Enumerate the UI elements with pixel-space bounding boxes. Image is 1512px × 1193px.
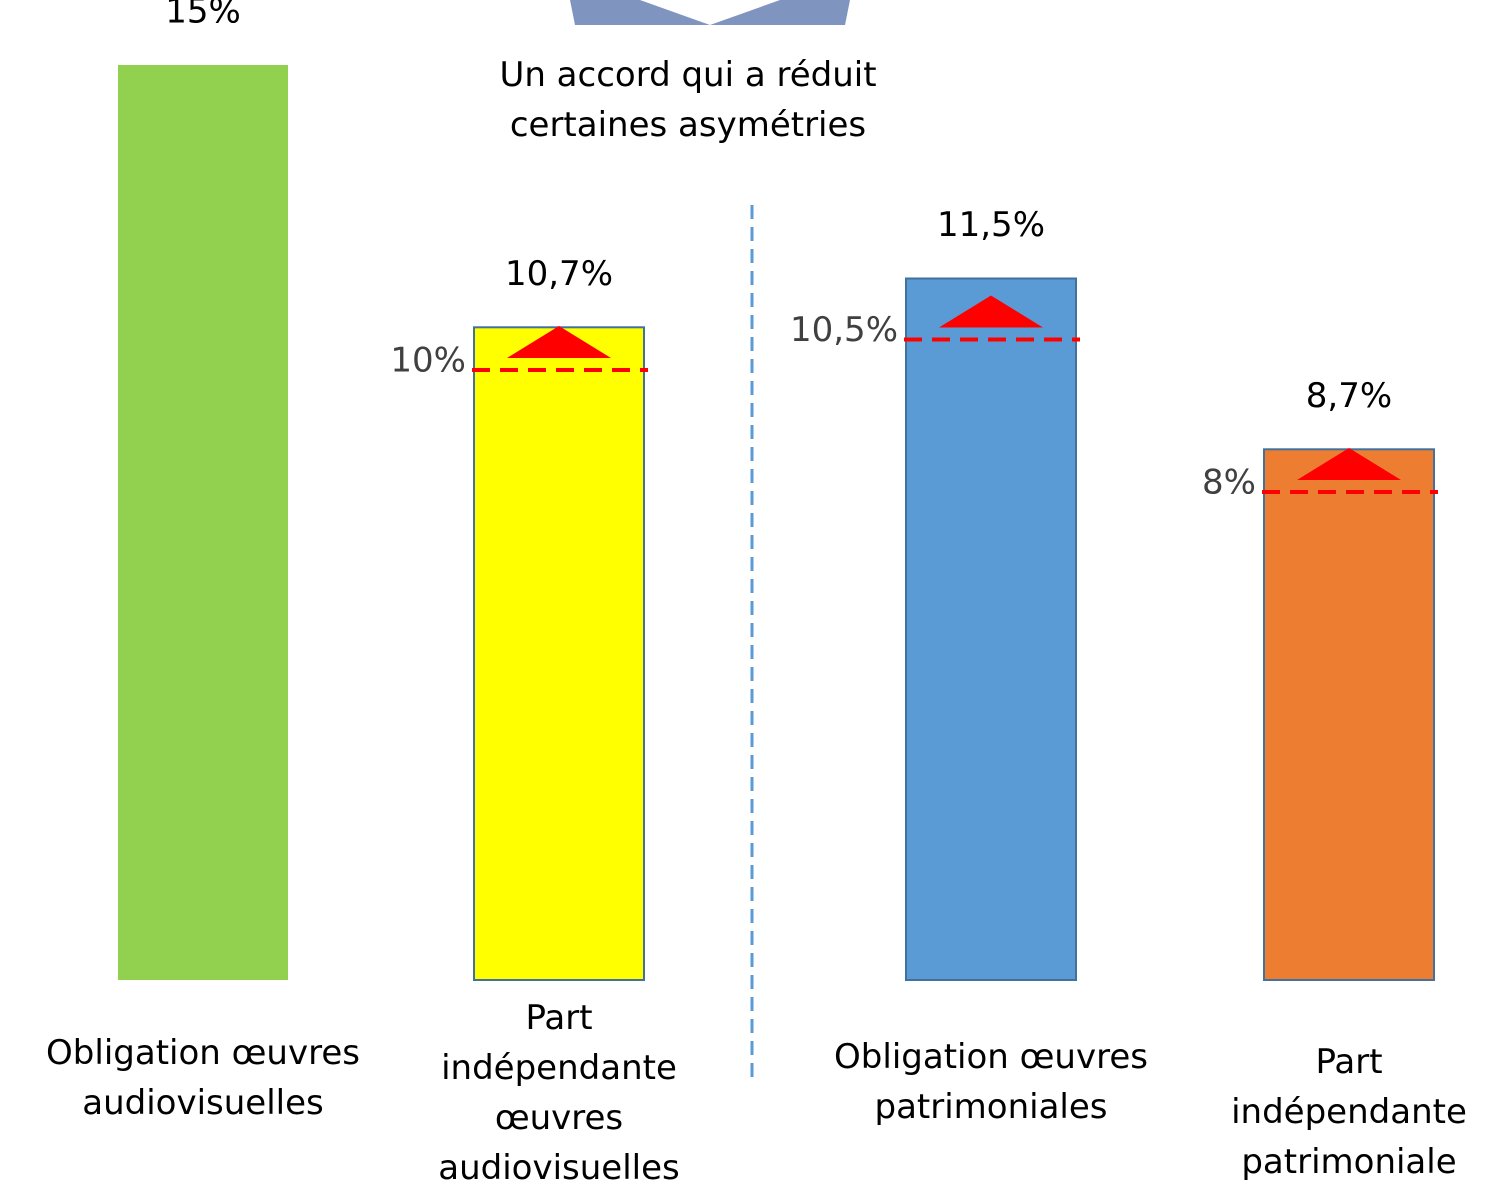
value-label: 15% [165, 0, 241, 32]
value-label: 8,7% [1306, 376, 1392, 416]
category-label: Part indépendante patrimoniale [1231, 1042, 1467, 1182]
increase-arrow [939, 295, 1043, 328]
category-label: Obligation œuvres patrimoniales [834, 1037, 1148, 1127]
bar [473, 326, 645, 981]
increase-arrow [1297, 448, 1401, 480]
value-label: 10,7% [505, 254, 613, 294]
bar [118, 65, 288, 980]
bar [905, 277, 1077, 981]
logo-fragment [570, 0, 850, 25]
previous-label: 10% [390, 341, 466, 381]
previous-label: 10,5% [790, 310, 898, 350]
annotation: Un accord qui a réduit certaines asymétr… [499, 55, 877, 145]
bar [1263, 448, 1435, 981]
previous-label: 8% [1202, 463, 1256, 503]
value-label: 11,5% [937, 205, 1045, 245]
category-label: Obligation œuvres audiovisuelles [46, 1033, 360, 1123]
category-label: Part indépendante œuvres audiovisuelles [438, 998, 680, 1188]
increase-arrow [507, 326, 611, 358]
